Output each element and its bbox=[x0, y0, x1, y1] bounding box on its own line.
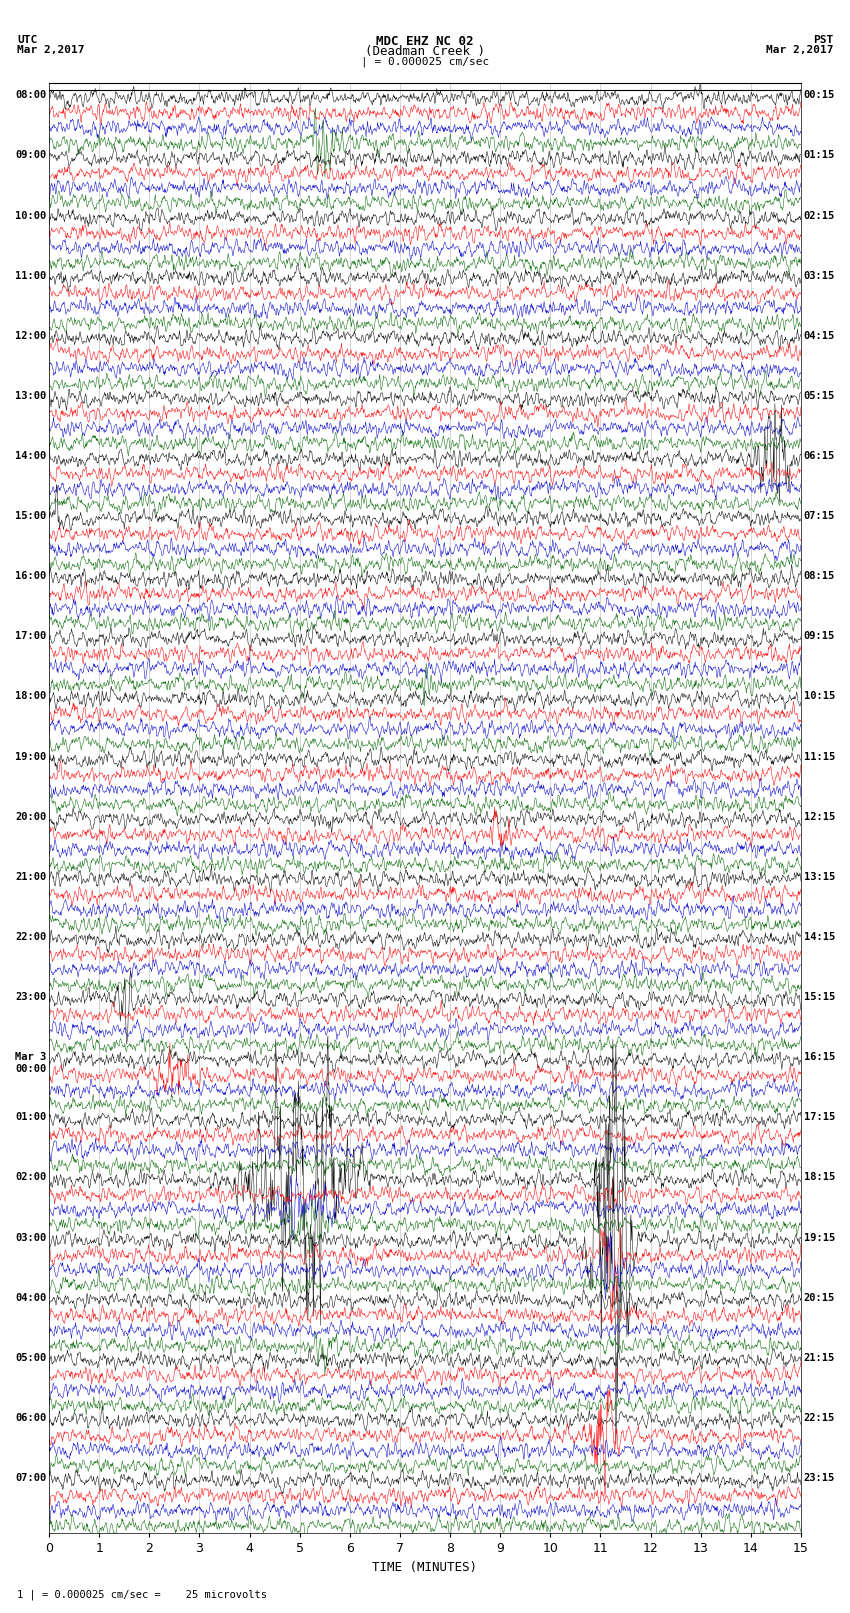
Text: MDC EHZ NC 02: MDC EHZ NC 02 bbox=[377, 35, 473, 48]
Text: (Deadman Creek ): (Deadman Creek ) bbox=[365, 45, 485, 58]
Text: Mar 2,2017: Mar 2,2017 bbox=[766, 45, 833, 55]
Text: PST: PST bbox=[813, 35, 833, 45]
Text: Mar 2,2017: Mar 2,2017 bbox=[17, 45, 84, 55]
Text: | = 0.000025 cm/sec: | = 0.000025 cm/sec bbox=[361, 56, 489, 68]
Text: UTC: UTC bbox=[17, 35, 37, 45]
Text: 1 | = 0.000025 cm/sec =    25 microvolts: 1 | = 0.000025 cm/sec = 25 microvolts bbox=[17, 1589, 267, 1600]
X-axis label: TIME (MINUTES): TIME (MINUTES) bbox=[372, 1561, 478, 1574]
